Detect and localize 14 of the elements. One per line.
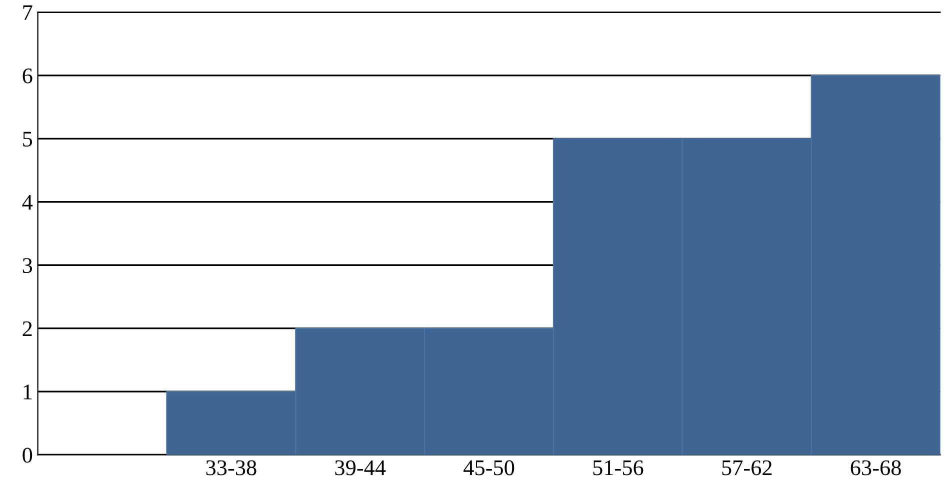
- y-tick-label: 0: [22, 448, 32, 463]
- y-tick-label: 7: [23, 5, 32, 20]
- x-tick-label: 63-68: [850, 460, 901, 476]
- y-tick-label: 1: [24, 384, 32, 400]
- x-tick-label: 45-50: [464, 460, 514, 476]
- x-tick-label: 39-44: [335, 460, 386, 476]
- y-tick-label: 5: [23, 132, 32, 147]
- x-tick-label: 57-62: [722, 460, 772, 476]
- y-tick-label: 3: [22, 258, 32, 274]
- x-tick-label: 51-56: [593, 460, 644, 476]
- x-tick-label: 33-38: [206, 460, 256, 476]
- y-tick-label: 2: [22, 321, 32, 336]
- y-tick-label: 6: [22, 68, 32, 84]
- y-tick-label: 4: [22, 194, 33, 210]
